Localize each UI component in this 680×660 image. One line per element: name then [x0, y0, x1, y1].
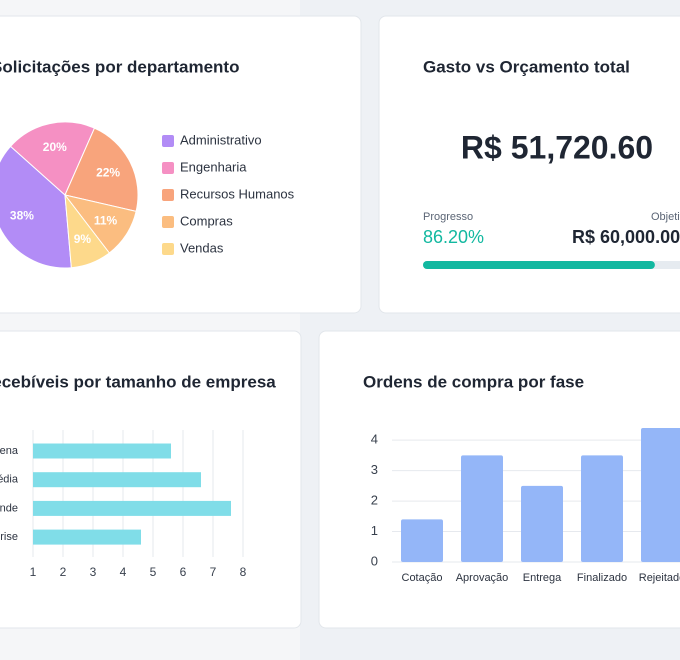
bar [33, 529, 141, 545]
bar [33, 472, 201, 488]
pie-slice [64, 193, 111, 269]
card-title: Recebíveis por tamanho de empresa [0, 372, 276, 391]
bar [33, 443, 171, 459]
bar [33, 500, 231, 516]
kpi-progress: 86.20% [423, 227, 484, 247]
slice-label: 20% [43, 140, 67, 154]
slice-label: 11% [94, 213, 118, 227]
pie-slice [64, 127, 139, 213]
y-tick-label: 0 [371, 553, 378, 568]
y-tick-label: 1 [371, 523, 378, 538]
card-title: Solicitações por departamento [0, 57, 239, 76]
kpi-amount: R$ 51,720.60 [461, 129, 653, 165]
x-tick-label: Cotação [402, 572, 443, 584]
y-tick-label: 4 [371, 432, 378, 447]
x-tick-label: 7 [210, 565, 217, 579]
x-tick-label: Entrega [523, 572, 562, 584]
legend-swatch [162, 243, 174, 255]
slice-label: 9% [74, 232, 92, 246]
card-title: Ordens de compra por fase [363, 372, 584, 391]
x-tick-label: 1 [30, 565, 37, 579]
y-tick-label: 3 [371, 462, 378, 477]
y-tick-label: Enterprise [0, 531, 18, 543]
slice-label: 38% [10, 209, 34, 223]
pie-slice [9, 121, 96, 196]
bar [401, 519, 443, 562]
kpi-target: R$ 60,000.00 [572, 227, 680, 247]
bar [641, 428, 680, 562]
card-title: Gasto vs Orçamento total [423, 57, 630, 76]
y-tick-label: Pequena [0, 445, 19, 457]
x-tick-label: 4 [120, 565, 127, 579]
x-tick-label: 6 [180, 565, 187, 579]
x-tick-label: Rejeitado [639, 572, 680, 584]
bar [461, 455, 503, 562]
kpi-label: Objetivo [651, 211, 680, 223]
x-tick-label: 5 [150, 565, 157, 579]
legend-label: Administrativo [180, 132, 262, 147]
x-tick-label: 2 [60, 565, 67, 579]
pie-slice [0, 145, 72, 269]
x-tick-label: Finalizado [577, 572, 627, 584]
bar [581, 455, 623, 562]
x-tick-label: 3 [90, 565, 97, 579]
kpi-label: Progresso [423, 211, 473, 223]
x-tick-label: 8 [240, 565, 247, 579]
legend-label: Recursos Humanos [180, 186, 295, 201]
progress-bar [423, 261, 655, 269]
legend-label: Engenharia [180, 159, 247, 174]
legend-swatch [162, 189, 174, 201]
legend-swatch [162, 162, 174, 174]
y-tick-label: 2 [371, 493, 378, 508]
slice-label: 22% [96, 166, 120, 180]
legend-label: Compras [180, 213, 233, 228]
x-tick-label: Aprovação [456, 572, 509, 584]
legend-label: Vendas [180, 240, 224, 255]
legend-swatch [162, 216, 174, 228]
legend-swatch [162, 135, 174, 147]
y-tick-label: Média [0, 474, 19, 486]
y-tick-label: Grande [0, 502, 18, 514]
card [378, 15, 680, 314]
bar [521, 485, 563, 562]
